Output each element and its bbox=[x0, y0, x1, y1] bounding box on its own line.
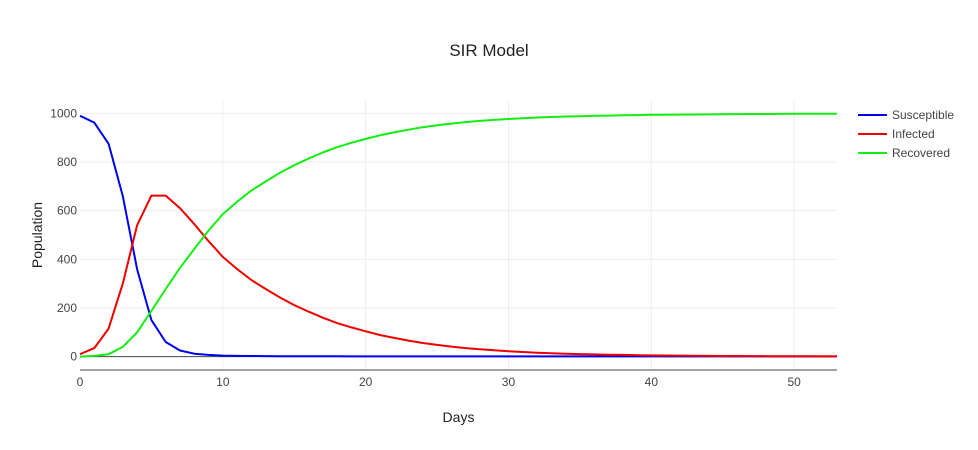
x-tick-label: 40 bbox=[645, 375, 659, 389]
legend-label-recovered: Recovered bbox=[892, 146, 950, 160]
y-tick-label: 800 bbox=[57, 155, 77, 169]
x-axis-title: Days bbox=[443, 409, 475, 425]
y-tick-label: 400 bbox=[57, 252, 77, 266]
series-line-susceptible bbox=[79, 114, 837, 358]
legend: Susceptible Infected Recovered bbox=[858, 108, 954, 160]
legend-label-susceptible: Susceptible bbox=[892, 108, 954, 122]
x-tick-label: 0 bbox=[77, 375, 84, 389]
y-tick-label: 0 bbox=[70, 350, 77, 364]
legend-label-infected: Infected bbox=[892, 127, 935, 141]
y-tick-label: 600 bbox=[57, 204, 77, 218]
chart-title: SIR Model bbox=[449, 41, 528, 60]
x-tick-label: 20 bbox=[359, 375, 373, 389]
series-lines bbox=[79, 112, 837, 358]
grid bbox=[80, 100, 837, 370]
x-tick-label: 30 bbox=[502, 375, 516, 389]
x-tick-label: 10 bbox=[216, 375, 230, 389]
series-line-infected bbox=[79, 194, 837, 358]
y-axis-ticks: 0 200 400 600 800 1000 bbox=[50, 106, 77, 363]
series-line-recovered bbox=[79, 112, 837, 358]
y-tick-label: 1000 bbox=[50, 106, 77, 120]
x-tick-label: 50 bbox=[787, 375, 801, 389]
x-axis-ticks: 0 10 20 30 40 50 bbox=[77, 375, 801, 389]
y-axis-title: Population bbox=[29, 202, 45, 268]
y-tick-label: 200 bbox=[57, 301, 77, 315]
